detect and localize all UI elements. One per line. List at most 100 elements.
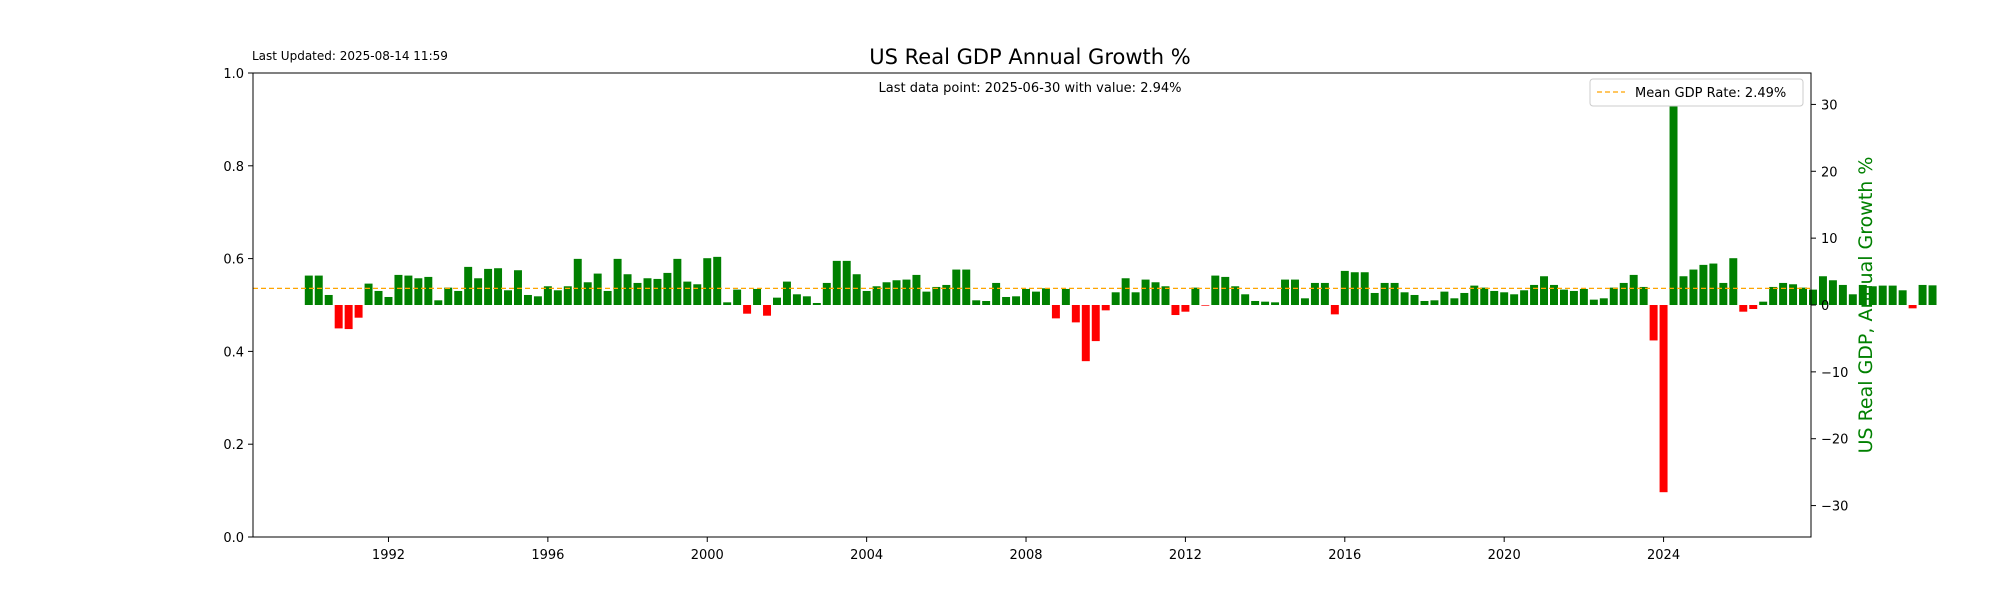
bar-series [304,95,1937,493]
bar [523,294,532,305]
bar [653,278,662,305]
bar [683,281,692,305]
x-axis: 1992 1996 2000 2004 2008 2012 2016 2020 2024 [372,537,1680,563]
x-tick-label: 2012 [1169,548,1202,563]
bar [1111,292,1120,305]
bar [1091,305,1100,342]
bar [1231,286,1240,305]
bar [972,300,981,305]
bar [334,305,343,329]
bar [533,296,542,305]
bar [962,269,971,305]
bar [1749,305,1758,310]
bar [872,286,881,305]
bar [1540,276,1549,305]
bar [723,302,732,305]
bar [1161,286,1170,305]
bar [802,296,811,305]
bar [1241,294,1250,305]
right-y-tick-label: −10 [1821,366,1848,381]
bar [414,278,423,305]
bar [852,274,861,305]
bar [484,268,493,305]
bar [1888,285,1897,305]
bar [1520,290,1529,305]
x-tick-label: 1992 [372,548,405,563]
bar [773,297,781,305]
bar [1559,289,1568,305]
bar [763,305,772,316]
bar [1490,290,1499,305]
bar [1360,272,1369,305]
bar [1679,276,1688,305]
bar [882,282,891,305]
bar [1370,292,1379,305]
bar [1400,292,1409,305]
bar [1141,279,1150,305]
bar [513,270,522,305]
bar [1858,284,1867,305]
bar [1131,292,1140,305]
bar [1071,305,1080,323]
last-data-point-annotation: Last data point: 2025-06-30 with value: … [878,81,1181,96]
bar [1380,282,1389,305]
bar [1619,282,1628,305]
bar [1320,282,1329,305]
bar [1460,292,1469,305]
bar [404,275,413,305]
bar [1061,288,1070,305]
bar [1271,302,1280,305]
legend: Mean GDP Rate: 2.49% [1589,78,1804,107]
bar [1878,285,1887,305]
bar [1291,279,1299,305]
bar [1410,294,1419,305]
right-y-tick-label: 0 [1821,299,1829,314]
bar [1589,299,1598,305]
bar [1420,300,1429,305]
x-tick-label: 2024 [1647,548,1680,563]
bar [1012,296,1021,305]
bar [1828,280,1837,305]
left-y-tick-label: 0.0 [223,531,244,546]
bar [444,287,453,305]
right-y-tick-label: 10 [1821,232,1838,247]
x-tick-label: 2008 [1009,548,1042,563]
bar [314,275,323,305]
bar [1191,287,1200,305]
bar [1261,301,1270,305]
bar [922,291,931,305]
bar [1818,276,1827,305]
bar [1809,289,1817,305]
bar [304,275,313,305]
x-tick-label: 2000 [691,548,724,563]
bar [842,260,851,305]
bar [713,256,722,305]
bar [663,272,672,305]
bar [1739,305,1748,312]
bar [354,305,363,318]
bar [1121,278,1130,305]
left-y-tick-label: 0.8 [223,160,244,175]
bar [1908,305,1917,309]
bar [1470,285,1479,305]
bar [812,302,821,305]
bar [1211,275,1220,305]
bar [583,282,592,305]
legend-box [1589,78,1804,107]
bar [1609,287,1618,305]
bar [324,294,333,305]
bar [1569,290,1578,305]
bar [1579,288,1588,305]
bar [832,260,841,305]
bar [384,296,393,305]
bar [1440,291,1449,305]
bar [633,282,642,305]
bar [623,274,632,305]
bar [504,290,512,305]
bar [593,273,602,305]
bar [822,282,831,305]
bar [374,290,383,305]
chart-title: US Real GDP Annual Growth % [869,45,1190,69]
bar [1639,286,1648,305]
